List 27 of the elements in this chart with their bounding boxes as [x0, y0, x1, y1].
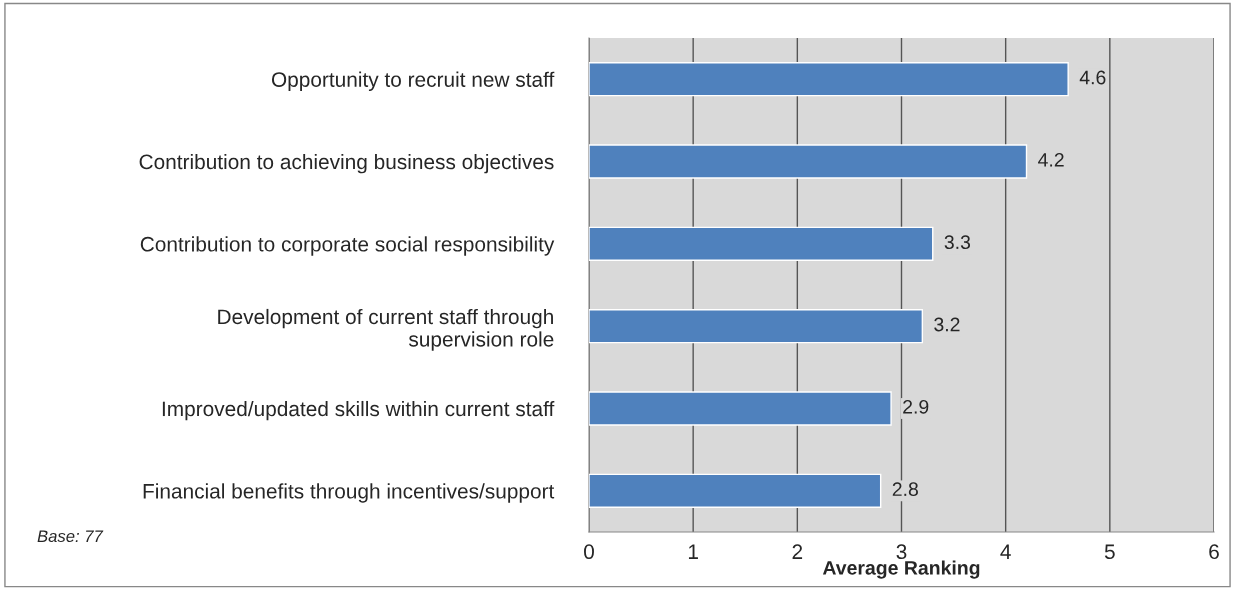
bar: [589, 473, 882, 508]
x-tick-label: 1: [688, 544, 698, 559]
y-tick-label: Improved/updated skills within current staff: [162, 400, 555, 421]
x-tick-label: 0: [584, 544, 594, 560]
data-label: 3.3: [944, 235, 971, 250]
y-tick-label: Contribution to corporate social responsibility: [140, 236, 555, 256]
x-tick-label: 3: [896, 544, 907, 560]
y-tick-label: Development of current staff through supervision role: [218, 308, 554, 351]
y-tick-label: Opportunity to recruit new staff: [271, 71, 555, 92]
y-tick-label: Financial benefits through incentives/support: [143, 483, 555, 503]
x-tick-label: 6: [1209, 544, 1219, 560]
x-tick-label: 2: [792, 544, 803, 559]
data-label: 2.9: [903, 399, 929, 414]
data-label: 4.6: [1079, 70, 1106, 85]
bar: [589, 226, 934, 261]
y-tick-label: Contribution to achieving business objectives: [139, 153, 554, 174]
x-tick-label: 5: [1104, 544, 1115, 560]
text: Base: 77: [37, 530, 104, 543]
data-label: 4.2: [1038, 152, 1064, 167]
x-axis-title: Average Ranking: [822, 560, 980, 579]
data-label: 2.8: [892, 482, 918, 497]
x-tick-label: 4: [1000, 544, 1011, 559]
bar: [589, 391, 892, 426]
data-label: 3.2: [934, 317, 960, 332]
bar: [589, 62, 1069, 97]
bar: [589, 309, 924, 344]
bar: [589, 144, 1028, 179]
